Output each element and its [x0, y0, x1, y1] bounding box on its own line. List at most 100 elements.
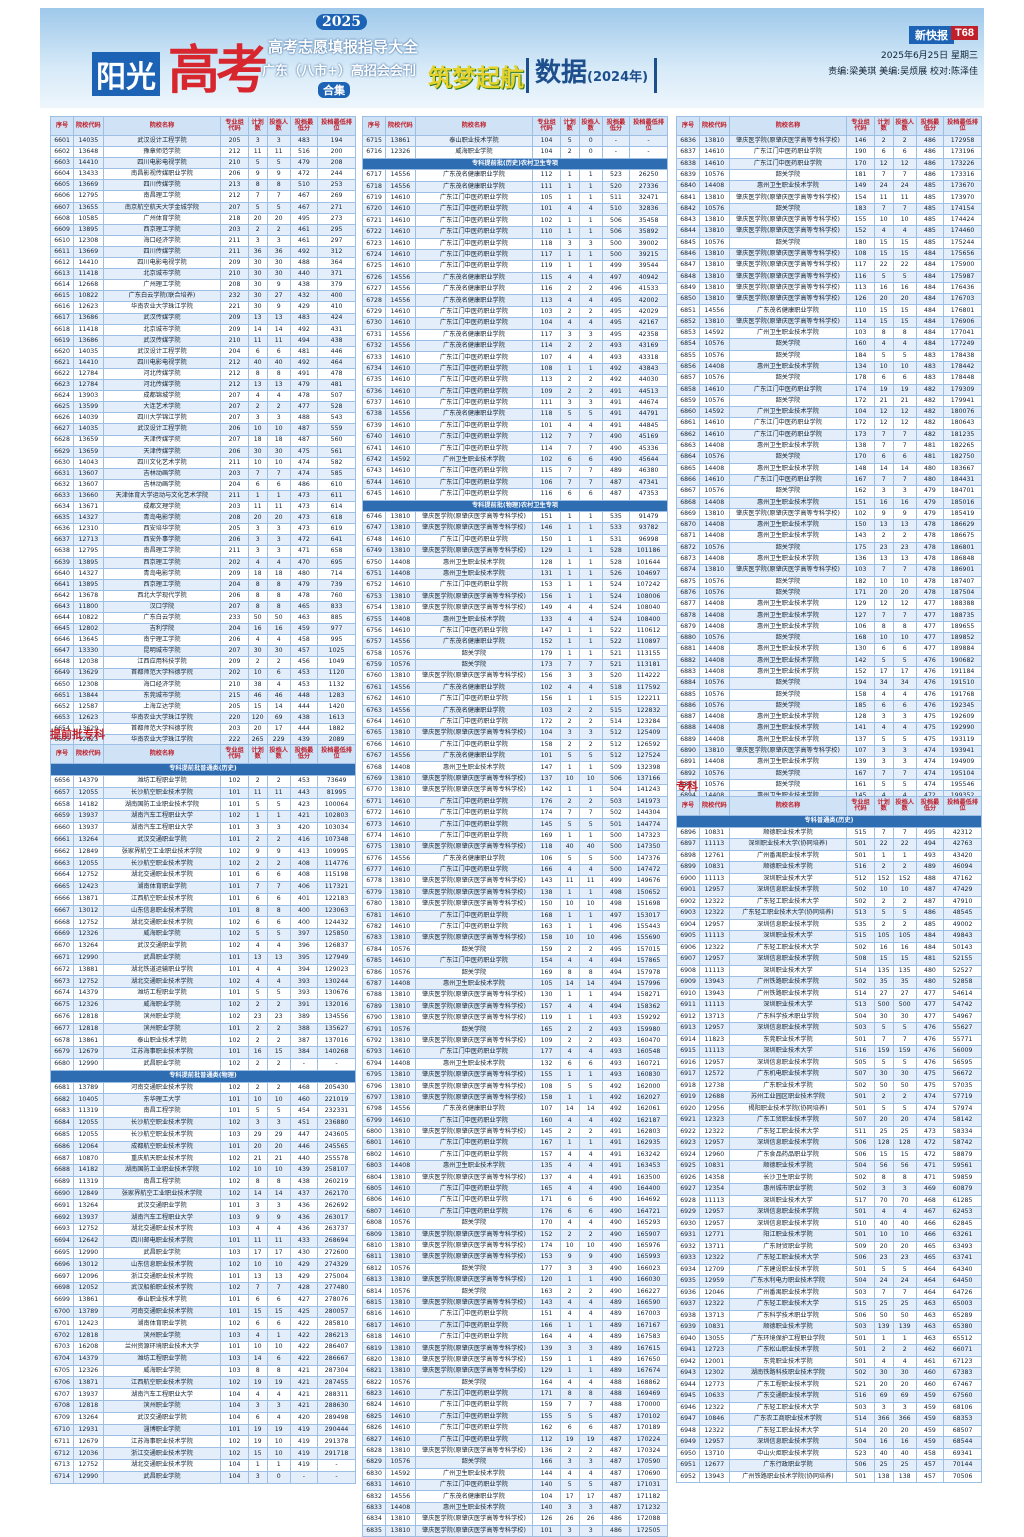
cell: 13810 [385, 727, 416, 740]
cell: 12055 [73, 1128, 104, 1142]
cell: 3 [266, 134, 291, 148]
cell: 6605 [49, 179, 75, 192]
cell: 青岛电影学院 [102, 567, 222, 580]
cell: 366 [892, 1413, 917, 1426]
cell: 11 [266, 786, 291, 800]
cell: 14 [266, 700, 291, 713]
column-header: 计划数 [247, 116, 268, 136]
cell: 4 [559, 1376, 580, 1389]
cell: 423 [289, 798, 319, 812]
data-row: 6742 14592 广州卫生职业技术学院 102 6 6 490 45644 [361, 453, 668, 467]
cell: 101 [220, 1341, 249, 1354]
data-row: 6688 14182 湖南国防工业职业技术学院 102 10 10 439 258107 [49, 1164, 356, 1177]
cell: 162027 [629, 1091, 668, 1105]
data-row: 6675 12326 威海职业学院 102 2 2 391 132016 [49, 998, 356, 1012]
cell: 504 [846, 1436, 875, 1449]
cell: 15 [266, 1305, 291, 1319]
cell: 广州卫生职业技术学院 [414, 453, 534, 467]
cell: 170324 [629, 1444, 668, 1458]
cell: 170 [846, 157, 875, 170]
cell: 11113 [699, 1194, 730, 1207]
cell: 14592 [385, 453, 416, 467]
cell: 1 [578, 590, 603, 604]
cell: 486 [601, 1524, 631, 1537]
section-label: 专科提前批普通类(物理) [50, 1069, 356, 1083]
cell: 194 [317, 134, 356, 148]
cell: 6917 [675, 1068, 701, 1081]
cell: 13810 [699, 191, 730, 204]
cell: 15 [873, 1148, 894, 1161]
cell: 14556 [385, 294, 416, 307]
cell: 广东茂名健康职业学院 [414, 408, 534, 421]
cell: 438 [289, 279, 319, 292]
cell: 13810 [385, 601, 416, 615]
cell: 6735 [361, 374, 387, 387]
cell: 10 [247, 1258, 268, 1272]
cell: 119 [532, 260, 561, 273]
cell: 110 [532, 226, 561, 239]
cell: 13810 [385, 932, 416, 945]
cell: 157015 [629, 943, 668, 957]
cell: 13810 [385, 1444, 416, 1458]
cell: 15 [873, 315, 894, 329]
cell: 南京航空航天大学金城学院 [102, 201, 222, 214]
cell: 深圳职业技术大学 [728, 1194, 848, 1207]
cell: 81995 [317, 786, 356, 800]
cell: 7 [892, 440, 917, 453]
cell: 489 [601, 1353, 631, 1367]
data-row: 6777 14610 广东江门中医药职业学院 166 4 4 500 147472 [361, 863, 668, 877]
cell: 484 [915, 315, 945, 329]
cell: 12957 [699, 918, 730, 931]
cell: 5 [578, 1410, 603, 1424]
cell: 14 [559, 1103, 580, 1116]
cell: 武汉交通职业学院 [102, 1199, 222, 1213]
data-row: 6893 10576 韶关学院 161 5 5 474 195546 [675, 778, 982, 792]
cell: 广东江门中医药职业学院 [414, 226, 534, 239]
cell: 6952 [675, 1470, 701, 1483]
cell: 117592 [629, 681, 668, 695]
cell: 490 [601, 1205, 631, 1219]
data-row: 6761 14556 广东茂名健康职业学院 102 4 4 518 117592 [361, 681, 668, 695]
cell: 419 [289, 1423, 319, 1437]
cell: 1 [578, 214, 603, 228]
cell: 4 [873, 1355, 894, 1368]
cell: 152 [846, 665, 875, 679]
cell: 490 [601, 1182, 631, 1196]
data-row: 6628 13659 天津传媒学院 207 18 18 487 560 [49, 434, 356, 447]
cell: 6924 [675, 1148, 701, 1161]
cell: 155 [532, 1069, 561, 1082]
cell: 174460 [943, 225, 982, 238]
cell: 8 [266, 367, 291, 381]
cell: 159 [532, 1399, 561, 1412]
cell: 西安培华学院 [102, 523, 222, 536]
data-row: 6929 12957 深圳信息职业技术学院 501 4 4 467 62453 [675, 1206, 982, 1219]
cell: 186901 [943, 564, 982, 577]
cell: 4 [578, 317, 603, 330]
cell: 126 [846, 293, 875, 306]
cell: 101 [220, 1046, 249, 1059]
cell: 湖南汽车工程职业大学 [102, 1211, 222, 1225]
cell: 广东江门中医药职业学院 [414, 909, 534, 922]
cell: 1 [266, 1329, 291, 1343]
cell: 5 [559, 1080, 580, 1093]
cell: 116 [532, 283, 561, 296]
cell: 476 [915, 1022, 945, 1035]
cell: 30 [247, 645, 268, 658]
cell: 广州铁路职业技术学院(协同培养) [728, 1470, 848, 1483]
data-row: 6907 12957 深圳信息职业技术学院 508 15 15 481 52155 [675, 953, 982, 966]
cell: 114 [532, 340, 561, 353]
cell: 476 [915, 1033, 945, 1046]
cell: 6825 [361, 1410, 387, 1424]
cell: 1 [247, 810, 268, 823]
cell: 9 [559, 1251, 580, 1264]
cell: 4 [559, 1217, 580, 1230]
cell: 30 [892, 1367, 917, 1380]
cell: 497 [601, 271, 631, 285]
data-row: 6726 14556 广东茂名健康职业学院 115 4 4 497 40942 [361, 271, 668, 285]
cell: 4 [247, 390, 268, 403]
cell: 12960 [699, 1148, 730, 1161]
cell: 4 [266, 1411, 291, 1425]
cell: 416 [289, 833, 319, 847]
cell: 207 [220, 645, 249, 658]
cell: 滨州职业学院 [102, 1329, 222, 1343]
